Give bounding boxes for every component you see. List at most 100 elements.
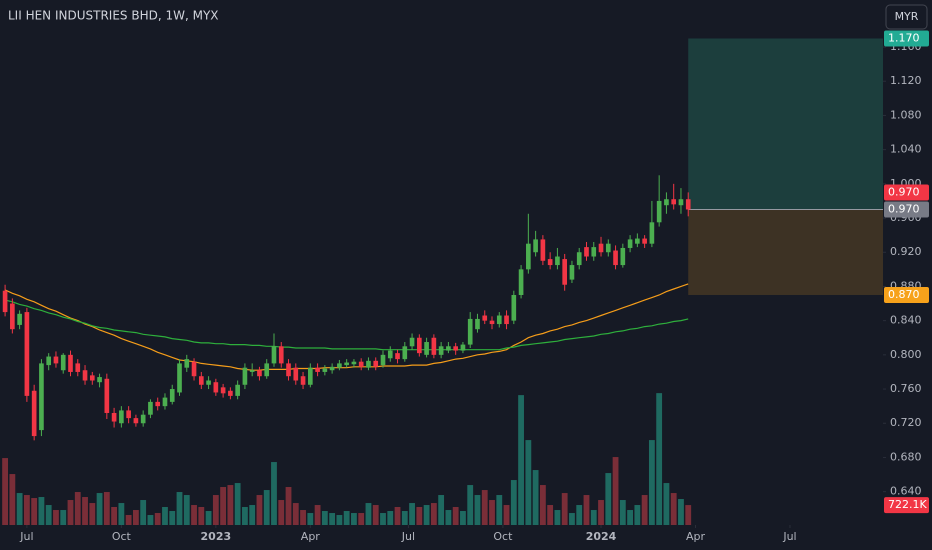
candle-body [228,390,233,396]
currency-label[interactable]: MYR [895,10,919,23]
volume-bar [365,503,372,525]
candle-body [482,315,488,321]
volume-bar [387,511,394,525]
candle-body [358,361,364,367]
candle-body [351,361,357,365]
candle-body [2,290,8,313]
candle-body [148,401,153,415]
candle-body [620,247,626,266]
candle-body [584,247,589,257]
candle-body [89,375,95,381]
candle-body [75,363,81,372]
volume-bar [496,495,503,525]
candle-body [678,199,684,206]
volume-bar [481,490,488,525]
x-tick-label: Oct [112,530,132,543]
volume-bar [336,515,343,525]
stop-label-box [884,286,929,303]
volume-bar [438,495,445,525]
volume-bar [191,505,197,525]
volume-bar [45,505,52,525]
volume-bar [292,503,299,525]
volume-bar [300,510,306,525]
candle-body [475,318,480,330]
candle-body [656,200,662,223]
candle-body [119,410,124,424]
volume-bar [358,513,365,525]
candle-body [431,337,437,355]
candle-body [10,303,15,330]
x-tick-label: 2023 [201,530,232,543]
candle-body [293,367,299,381]
candle-body [540,239,546,261]
volume-bar [60,510,67,525]
volume-bar [590,510,597,525]
candle-body [489,320,495,325]
x-tick-label: Jul [19,530,33,543]
last-price-label-box [884,184,929,201]
volume-bar [372,505,379,525]
volume-bar [285,487,292,525]
volume-bar [249,505,256,525]
volume-bar [380,513,386,525]
volume-bar [612,457,619,525]
x-tick-label: Oct [493,530,513,543]
volume-bar [154,513,161,525]
candle-body [460,344,466,351]
volume-bar [16,493,23,525]
volume-bar [278,500,285,525]
volume-bar [31,498,38,525]
volume-bar [205,511,212,525]
y-tick-label: 1.120 [890,74,922,87]
candle-body [242,367,248,385]
volume-bar [183,495,190,525]
volume-bar [118,503,125,525]
candle-body [177,363,182,393]
candle-body [467,318,473,345]
stop-zone [688,209,883,295]
candle-body [126,410,131,419]
candle-body [555,256,560,266]
candle-body [162,397,168,407]
volume-bar [430,503,437,525]
volume-bar [503,505,510,525]
volume-bar [307,513,314,525]
candle-body [453,346,458,351]
volume-bar [242,507,248,525]
candle-body [220,387,226,394]
y-tick-label: 1.040 [890,143,922,156]
candle-body [271,346,277,364]
volume-bar [394,507,401,525]
volume-bar [271,462,277,525]
candle-body [409,337,415,347]
volume-bar [401,511,408,525]
currency-button[interactable] [885,4,928,30]
volume-bar [474,495,481,525]
y-tick-label: 0.920 [890,245,922,258]
entry-label-box [884,201,929,218]
volume-bar [103,492,110,525]
volume-bar [212,495,219,525]
chart-title: LII HEN INDUSTRIES BHD, 1W, MYX [8,9,219,23]
volume-bar [641,495,648,525]
volume-bar [569,513,575,525]
candle-body [140,414,146,424]
last-volume-label-box [884,497,929,514]
volume-bar [9,474,16,525]
moving-average [4,283,689,371]
candle-body [591,247,597,257]
candle-body [671,199,677,205]
candle-body [373,360,379,367]
volume-bar [220,487,227,525]
candle-body [329,366,335,371]
entry-label: 0.970 [888,202,920,215]
candle-body [576,252,582,266]
candle-body [257,370,262,377]
volume-bar [583,495,590,525]
y-tick-label: 0.800 [890,348,922,361]
volume-bar [162,507,168,525]
candle-body [235,384,240,396]
candle-body [53,356,59,364]
